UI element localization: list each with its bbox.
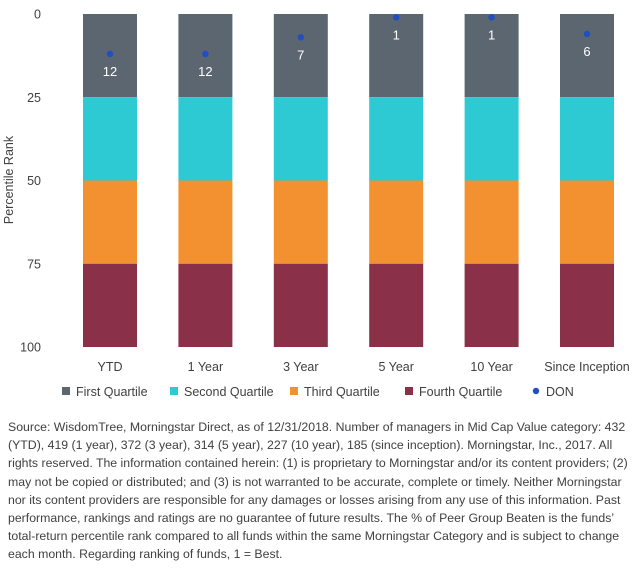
y-tick-label: 100: [20, 341, 41, 355]
x-axis: YTD 1 Year 3 Year 5 Year 10 Year Since Incept…: [98, 360, 630, 374]
bar-first-quartile-2: [273, 14, 328, 98]
don-data-label-3: 1: [393, 27, 400, 42]
legend-swatch: [532, 387, 540, 395]
bar-fourth-quartile-4: [464, 263, 519, 347]
don-points: 12 12 7 1 1 6: [103, 14, 591, 79]
bar-stacks: [83, 14, 614, 347]
bar-fourth-quartile-2: [273, 263, 328, 347]
bar-third-quartile-5: [560, 180, 614, 264]
x-tick-label: Since Inception: [544, 360, 630, 374]
legend-label: Second Quartile: [184, 385, 274, 399]
bar-fourth-quartile-1: [178, 263, 233, 347]
x-tick-label: 10 Year: [470, 360, 512, 374]
don-data-label-2: 7: [297, 47, 304, 62]
don-point-3: [393, 14, 400, 21]
bar-fourth-quartile-0: [83, 263, 137, 347]
bar-second-quartile-3: [369, 97, 424, 181]
bar-third-quartile-3: [369, 180, 424, 264]
x-tick-label: YTD: [98, 360, 123, 374]
x-tick-label: 1 Year: [188, 360, 223, 374]
legend-label: First Quartile: [76, 385, 148, 399]
bar-second-quartile-0: [83, 97, 137, 181]
bar-fourth-quartile-5: [560, 263, 614, 347]
bar-third-quartile-4: [464, 180, 519, 264]
bar-third-quartile-0: [83, 180, 137, 264]
y-axis: 0 25 50 75 100: [20, 8, 41, 355]
don-point-1: [202, 50, 209, 58]
legend-swatch: [290, 387, 298, 395]
percentile-rank-chart: 12 12 7 1 1 6 0 25 50 75 100 YTD 1 Year 3 Year 5 Yea…: [2, 8, 630, 400]
bar-second-quartile-2: [273, 97, 328, 181]
bar-second-quartile-5: [560, 97, 614, 181]
bar-first-quartile-3: [369, 14, 424, 98]
legend-swatch: [62, 387, 70, 395]
bar-third-quartile-2: [273, 180, 328, 264]
x-tick-label: 3 Year: [283, 360, 318, 374]
bar-fourth-quartile-3: [369, 263, 424, 347]
y-tick-label: 75: [27, 257, 41, 271]
y-tick-label: 25: [27, 91, 41, 105]
don-point-2: [297, 34, 304, 41]
legend-swatch: [170, 387, 178, 395]
bar-third-quartile-1: [178, 180, 233, 264]
don-point-0: [106, 50, 114, 58]
don-data-label-4: 1: [488, 27, 495, 42]
legend-label: Third Quartile: [304, 385, 380, 399]
y-tick-label: 0: [34, 8, 41, 22]
legend-label: DON: [546, 385, 574, 399]
don-data-label-5: 6: [583, 44, 590, 59]
legend-swatch: [405, 387, 413, 395]
source-note: Source: WisdomTree, Morningstar Direct, …: [8, 420, 628, 562]
x-tick-label: 5 Year: [378, 360, 413, 374]
legend-label: Fourth Quartile: [419, 385, 502, 399]
don-data-label-1: 12: [198, 64, 212, 79]
bar-first-quartile-5: [560, 14, 614, 98]
don-point-4: [488, 14, 495, 21]
y-tick-label: 50: [27, 174, 41, 188]
bar-second-quartile-1: [178, 97, 233, 181]
don-point-5: [583, 30, 591, 38]
bar-second-quartile-4: [464, 97, 519, 181]
bar-first-quartile-4: [464, 14, 519, 98]
y-axis-title: Percentile Rank: [2, 135, 16, 224]
don-data-label-0: 12: [103, 64, 117, 79]
legend: First Quartile Second Quartile Third Quart…: [62, 385, 574, 399]
